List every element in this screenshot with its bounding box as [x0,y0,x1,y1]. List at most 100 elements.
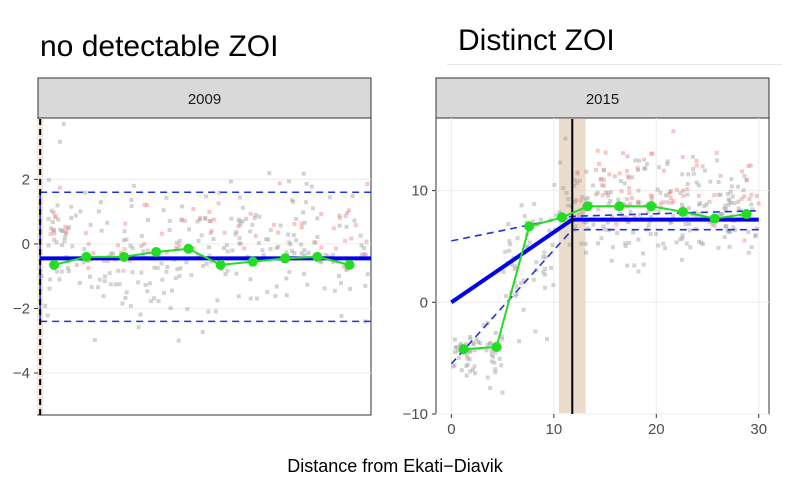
scatter-point-grey [601,177,606,182]
scatter-point-grey [46,216,51,221]
scatter-point-grey [612,174,617,179]
scatter-point-grey [704,202,709,207]
scatter-point-grey [749,202,754,207]
scatter-point-grey [467,357,472,362]
scatter-point-red [177,243,182,248]
scatter-point-grey [603,190,608,195]
scatter-point-grey [508,242,513,247]
scatter-point-red [299,225,304,230]
scatter-point-grey [138,312,143,317]
scatter-point-red [242,246,247,251]
scatter-point-red [144,203,149,208]
scatter-point-grey [337,213,342,218]
scatter-point-grey [230,248,235,253]
scatter-point-grey [175,267,180,272]
scatter-point-grey [637,158,642,163]
scatter-point-grey [131,183,136,188]
scatter-point-grey [614,231,619,236]
scatter-point-grey [203,216,208,221]
scatter-point-grey [207,253,212,258]
scatter-point-grey [52,231,57,236]
scatter-point-grey [657,165,662,170]
scatter-point-grey [566,203,571,208]
scatter-point-grey [312,240,317,245]
binned-mean-point [312,251,323,262]
scatter-point-grey [57,277,62,282]
scatter-point-grey [595,190,600,195]
scatter-point-grey [605,220,610,225]
scatter-point-grey [491,354,496,359]
scatter-point-red [694,163,699,168]
scatter-point-grey [489,352,494,357]
scatter-point-grey [264,237,269,242]
scatter-point-grey [468,336,473,341]
scatter-point-grey [452,363,457,368]
scatter-point-grey [165,264,170,269]
scatter-point-red [700,164,705,169]
scatter-point-grey [524,244,529,249]
scatter-point-grey [164,269,169,274]
scatter-point-grey [57,139,62,144]
scatter-point-red [694,158,699,163]
scatter-point-grey [267,171,272,176]
scatter-point-grey [323,252,328,257]
binned-mean-point [215,259,226,270]
scatter-point-grey [724,224,729,229]
scatter-point-grey [616,197,621,202]
scatter-point-grey [49,208,54,213]
scatter-point-grey [542,250,547,255]
scatter-point-grey [302,220,307,225]
scatter-point-grey [63,231,68,236]
scatter-point-grey [238,241,243,246]
scatter-point-grey [744,178,749,183]
scatter-point-grey [563,136,568,141]
scatter-point-grey [278,223,283,228]
x-tick-label: 20 [648,421,665,438]
scatter-point-grey [265,290,270,295]
scatter-point-grey [493,367,498,372]
scatter-point-grey [697,239,702,244]
scatter-point-grey [742,174,747,179]
scatter-point-grey [240,219,245,224]
scatter-point-grey [566,197,571,202]
scatter-point-grey [464,342,469,347]
scatter-point-grey [289,198,294,203]
scatter-point-grey [599,236,604,241]
scatter-point-grey [573,177,578,182]
scatter-point-red [642,157,647,162]
scatter-point-grey [167,227,172,232]
scatter-point-grey [196,238,201,243]
scatter-point-grey [507,239,512,244]
scatter-point-red [198,215,203,220]
x-axis-label: Distance from Ekati−Diavik [287,456,504,476]
scatter-point-grey [661,241,666,246]
scatter-point-grey [145,289,150,294]
scatter-point-red [605,190,610,195]
scatter-point-red [346,208,351,213]
scatter-point-grey [541,255,546,260]
scatter-point-grey [284,293,289,298]
scatter-point-grey [45,313,50,318]
scatter-point-red [64,230,69,235]
scatter-point-grey [702,168,707,173]
binned-mean-point [49,259,60,270]
scatter-point-red [718,173,723,178]
scatter-point-grey [726,197,731,202]
scatter-point-red [191,246,196,251]
scatter-point-grey [362,252,367,257]
scatter-point-red [319,245,324,250]
scatter-point-grey [350,194,355,199]
binned-mean-point [491,341,502,352]
scatter-point-grey [256,241,261,246]
scatter-point-grey [284,250,289,255]
scatter-point-red [697,212,702,217]
scatter-point-grey [717,213,722,218]
scatter-point-grey [128,243,133,248]
scatter-point-red [636,199,641,204]
scatter-point-red [128,258,133,263]
scatter-point-grey [187,227,192,232]
scatter-point-grey [108,282,113,287]
scatter-point-grey [167,219,172,224]
binned-mean-point [524,221,535,232]
scatter-point-grey [618,179,623,184]
